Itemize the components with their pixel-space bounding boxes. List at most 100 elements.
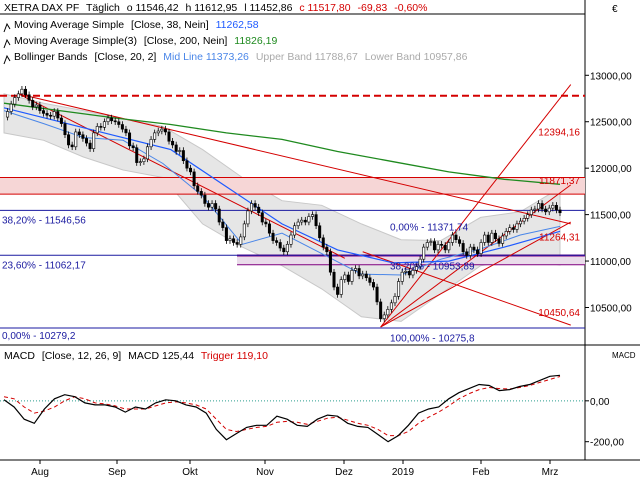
candle-body [328,251,332,273]
candle-body [117,121,121,125]
open-value: o 11546,42 [127,2,179,14]
candle-body [67,134,71,146]
bb-upper: Upper Band 11788,67 [256,51,358,63]
ma200-line [3,102,561,185]
candle-body [128,132,132,147]
fib-label: 100,00% - 10275,8 [390,333,475,344]
candle-body [149,139,153,148]
candle-body [357,268,361,277]
candle-body [178,150,182,152]
macd-line [3,374,561,443]
candle-body [99,126,103,128]
time-tick-label: Okt [182,467,198,478]
candle-body [368,277,372,283]
candle-body [27,94,31,101]
candle-body [131,145,135,149]
candle-body [422,246,426,260]
trigger-value: Trigger 119,10 [201,350,268,362]
candle-body [310,214,314,217]
candle-body [217,208,221,223]
price-tick-label: 10500,00 [590,303,632,314]
candle-body [185,160,189,169]
time-tick-label: Aug [31,467,49,478]
candle-body [239,236,243,245]
candle-body [296,221,300,227]
legend-row-2: Moving Average Simple [Close, 38, Nein] … [14,19,259,31]
candle-body [49,114,53,117]
candle-body [486,234,490,243]
candle-body [318,225,322,239]
candle-body [350,270,354,282]
legend-row-1: XETRA DAX PF Täglich o 11546,42 h 11612,… [4,2,427,14]
candle-body [501,235,505,244]
candle-body [382,314,386,319]
fan-line-4 [362,251,571,326]
price-tick-label: 11500,00 [590,211,631,222]
candle-body [85,138,89,144]
candle-body [41,110,45,114]
candle-body [189,167,193,173]
candle-body [386,309,390,316]
fan-line-3 [380,221,572,328]
candle-body [88,142,92,149]
candle-body [519,220,523,225]
candle-body [526,214,530,219]
candle-body [135,147,139,163]
candle-body [393,296,397,304]
candle-body [364,273,368,279]
support-zone [237,255,585,265]
fib-label: 38,20% - 10953,89 [390,261,475,272]
candle-body [221,221,225,228]
line-style-icon [3,54,11,65]
candle-body [13,97,17,105]
candle-body [515,223,519,230]
candle-body [554,205,558,211]
macd-tick-label: -200,00 [590,438,624,449]
price-tick-label: 12500,00 [590,118,632,129]
candle-body [472,246,476,251]
candle-body [440,244,444,246]
price-tick-label: 13000,00 [590,71,632,82]
candle-body [529,209,533,215]
candle-body [246,210,250,225]
candle-body [454,234,458,240]
candle-body [504,231,508,237]
candle-body [224,227,228,241]
candle-body [443,244,447,251]
macd-axis-label: MACD [612,351,636,360]
high-value: h 11612,95 [186,2,238,14]
currency-symbol: € [612,4,618,15]
bb-name: Bollinger Bands [14,51,88,63]
candle-body [418,258,422,267]
candle-body [228,238,232,241]
bb-lower: Lower Band 10957,86 [365,51,468,63]
macd-value: MACD 125,44 [128,350,194,362]
candle-body [461,243,465,253]
candle-body [142,158,146,162]
candle-body [429,241,433,243]
candle-body [551,205,555,209]
line-style-icon [3,22,11,33]
price-tick-label: 11000,00 [590,257,631,268]
candle-body [300,219,304,223]
candle-body [74,131,78,148]
candle-body [34,104,38,108]
candle-body [371,282,375,288]
candle-body [436,244,440,251]
candle-body [232,238,236,243]
candle-body [210,203,214,208]
candle-body [45,113,49,116]
candle-body [544,208,548,213]
ma200-value: 11826,19 [234,35,277,47]
candle-body [375,286,379,303]
candle-body [407,270,411,276]
candle-body [404,270,408,273]
candle-body [56,111,60,119]
level-label: 12394,16 [538,128,580,139]
candle-body [156,130,160,134]
candle-body [522,218,526,222]
fan-line-1 [380,84,572,328]
ma38-params: [Close, 38, Nein] [131,19,209,31]
level-label: 10450,64 [538,308,580,319]
